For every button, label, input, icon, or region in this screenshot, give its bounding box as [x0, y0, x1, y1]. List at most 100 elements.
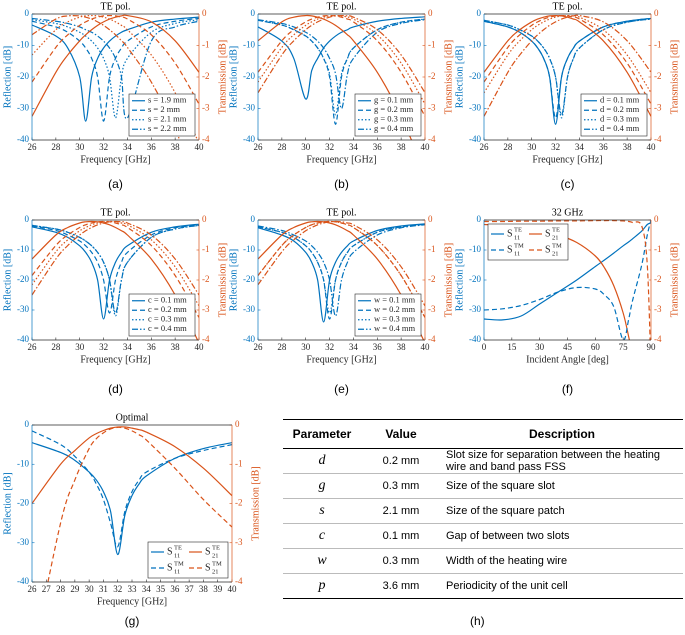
x-axis-label: Incident Angle [deg]: [526, 354, 609, 365]
x-tick-label: 0: [482, 342, 487, 352]
legend-label: TM: [212, 560, 222, 567]
y2-tick-label: -4: [235, 576, 243, 586]
series-line: [258, 19, 425, 110]
header-cell: Parameter: [283, 419, 361, 449]
x-tick-label: 39: [213, 584, 223, 594]
description-cell: Slot size for separation between the hea…: [441, 448, 683, 474]
series-line: [258, 220, 425, 340]
caption: (d): [108, 382, 123, 396]
x-tick-label: 32: [551, 142, 560, 152]
y2-axis-label: Transmission [dB]: [217, 40, 228, 114]
header-row: Parameter Value Description: [283, 419, 683, 449]
y-tick-label: -10: [243, 40, 255, 50]
x-tick-label: 30: [75, 342, 85, 352]
value-cell: 0.1 mm: [361, 523, 441, 549]
x-tick-label: 40: [647, 142, 657, 152]
x-axis-label: Frequency [GHz]: [532, 154, 602, 165]
x-tick-label: 40: [195, 142, 205, 152]
series-line: [32, 17, 199, 119]
y-tick-label: 0: [25, 214, 30, 224]
table-row: w 0.3 mm Width of the heating wire: [283, 548, 683, 574]
parameter-cell: p: [283, 573, 361, 599]
x-tick-label: 40: [195, 342, 205, 352]
description-cell: Width of the heating wire: [441, 548, 683, 574]
x-tick-label: 38: [397, 142, 407, 152]
y2-tick-label: -1: [202, 244, 210, 254]
series-line: [258, 223, 425, 314]
table-row: g 0.3 mm Size of the square slot: [283, 473, 683, 499]
y2-tick-label: -3: [235, 537, 243, 547]
series-line: [32, 16, 199, 122]
legend-label: s = 2 mm: [148, 104, 180, 114]
legend-label: S: [507, 228, 513, 239]
y2-tick-label: -1: [202, 40, 210, 50]
y2-tick-label: -3: [428, 304, 436, 314]
table-row: p 3.6 mm Periodicity of the unit cell: [283, 573, 683, 599]
header-cell: Description: [441, 419, 683, 449]
x-tick-label: 30: [301, 342, 311, 352]
y-tick-label: -40: [17, 334, 29, 344]
x-tick-label: 32: [113, 584, 122, 594]
x-tick-label: 38: [171, 142, 181, 152]
y2-tick-label: -1: [428, 40, 436, 50]
parameter-cell: g: [283, 473, 361, 499]
x-axis-label: Frequency [GHz]: [306, 154, 376, 165]
y-tick-label: -40: [243, 134, 255, 144]
x-tick-label: 29: [70, 584, 80, 594]
series-line: [484, 17, 651, 119]
series-line: [32, 17, 199, 122]
y2-tick-label: -3: [428, 103, 436, 113]
y2-tick-label: -2: [428, 274, 436, 284]
value-cell: 2.1 mm: [361, 498, 441, 524]
y2-tick-label: -3: [654, 103, 662, 113]
y2-tick-label: -2: [202, 274, 210, 284]
y2-tick-label: -3: [654, 304, 662, 314]
x-tick-label: 34: [349, 142, 359, 152]
caption: (e): [334, 382, 349, 396]
legend-label: c = 0.2 mm: [148, 304, 187, 314]
y-tick-label: -40: [17, 134, 29, 144]
x-tick-label: 28: [51, 142, 61, 152]
series-line: [32, 14, 199, 105]
y2-tick-label: 0: [654, 214, 659, 224]
x-tick-label: 34: [123, 142, 133, 152]
y2-tick-label: -4: [202, 334, 210, 344]
x-tick-label: 38: [199, 584, 209, 594]
x-tick-label: 27: [42, 584, 52, 594]
x-tick-label: 34: [142, 584, 152, 594]
chart-title: TE pol.: [101, 207, 131, 218]
x-axis-label: Frequency [GHz]: [80, 154, 150, 165]
x-axis-label: Frequency [GHz]: [306, 354, 376, 365]
x-tick-label: 33: [128, 584, 138, 594]
x-tick-label: 38: [171, 342, 181, 352]
y2-tick-label: 0: [235, 419, 240, 429]
x-tick-label: 26: [254, 342, 264, 352]
chart-title: 32 GHz: [552, 207, 584, 218]
y2-tick-label: -2: [654, 71, 662, 81]
x-tick-label: 26: [28, 342, 38, 352]
x-tick-label: 36: [170, 584, 180, 594]
series-line: [258, 14, 425, 94]
y-axis-label: Reflection [dB]: [2, 472, 13, 534]
series-line: [258, 14, 413, 140]
series-line: [258, 14, 425, 117]
y-tick-label: -30: [17, 103, 29, 113]
y-tick-label: -40: [17, 576, 29, 586]
y-tick-label: 0: [25, 419, 30, 429]
x-tick-label: 30: [75, 142, 85, 152]
legend-label: d = 0.1 mm: [600, 95, 640, 105]
y-tick-label: -20: [469, 71, 481, 81]
value-cell: 0.2 mm: [361, 448, 441, 474]
y-axis-label: Reflection [dB]: [228, 249, 239, 311]
header-cell: Value: [361, 419, 441, 449]
y2-axis-label: Transmission [dB]: [250, 466, 261, 540]
y-tick-label: 0: [477, 8, 482, 18]
value-cell: 3.6 mm: [361, 573, 441, 599]
legend-label: TE: [552, 226, 560, 233]
series-line: [32, 430, 232, 548]
x-tick-label: 34: [575, 142, 585, 152]
legend-label: TM: [514, 242, 524, 249]
series-line: [32, 220, 199, 296]
y2-tick-label: -3: [202, 304, 210, 314]
x-tick-label: 40: [421, 342, 431, 352]
